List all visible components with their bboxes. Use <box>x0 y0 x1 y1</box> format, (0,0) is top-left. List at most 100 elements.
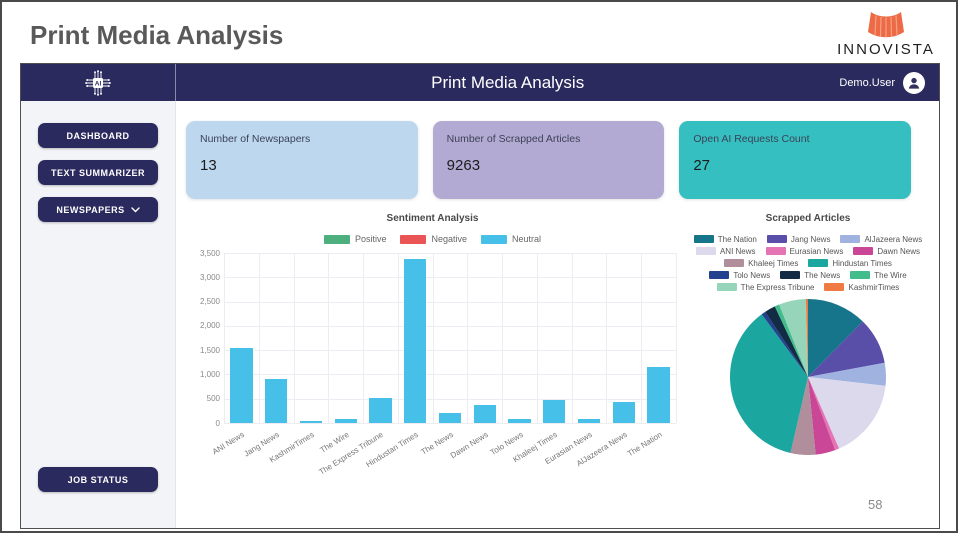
legend-item-jang-news[interactable]: Jang News <box>766 234 831 244</box>
user-menu[interactable]: Demo.User <box>839 64 939 101</box>
legend-item-the-express-tribune[interactable]: The Express Tribune <box>716 282 815 292</box>
grid-line <box>606 253 608 423</box>
legend-label: Eurasian News <box>789 246 844 256</box>
legend-swatch <box>780 271 801 279</box>
legend-item-the-news[interactable]: The News <box>780 271 840 280</box>
grid-line <box>676 253 677 423</box>
legend-item-khaleej-times[interactable]: Khaleej Times <box>724 259 798 268</box>
main-content: Number of Newspapers 13 Number of Scrapp… <box>176 101 939 528</box>
sidebar: DASHBOARD TEXT SUMMARIZER NEWSPAPERS JOB… <box>21 101 176 528</box>
legend-item-positive[interactable]: Positive <box>323 234 387 244</box>
username: Demo.User <box>839 76 895 89</box>
legend-item-ani-news[interactable]: ANI News <box>695 246 756 256</box>
stat-cards: Number of Newspapers 13 Number of Scrapp… <box>186 121 912 199</box>
legend-swatch <box>323 234 350 244</box>
legend-swatch <box>808 259 829 267</box>
avatar[interactable] <box>903 71 925 94</box>
bar-chart-plot: 0 500 1,000 1,500 2,000 2,500 3,000 3,500 ANI Ne… <box>184 249 681 483</box>
grid-line <box>224 325 676 327</box>
legend-swatch <box>481 234 508 244</box>
legend-swatch <box>850 271 871 279</box>
y-tick-label: 2,000 <box>199 321 220 331</box>
legend-label: Khaleej Times <box>748 258 799 268</box>
y-tick-label: 2,500 <box>199 297 220 307</box>
legend-label: Jang News <box>790 234 831 244</box>
stat-card-label: Number of Newspapers <box>200 133 311 145</box>
legend-swatch <box>840 235 861 243</box>
grid-line <box>571 253 573 423</box>
legend-label: KashmirTimes <box>848 282 900 292</box>
pie-chart-legend: The Nation Jang News AlJazeera News ANI New… <box>687 233 929 293</box>
page-title: Print Media Analysis <box>30 20 284 50</box>
y-tick-label: 500 <box>206 394 220 404</box>
stat-card-value: 27 <box>693 157 711 174</box>
stat-card-scrapped-articles: Number of Scrapped Articles 9263 <box>432 121 665 199</box>
legend-item-the-wire[interactable]: The Wire <box>850 270 907 280</box>
legend-label: ANI News <box>719 246 756 256</box>
sidebar-item-label: NEWSPAPERS <box>56 204 125 215</box>
legend-item-neutral[interactable]: Neutral <box>481 234 541 244</box>
y-tick-label: 1,500 <box>199 345 220 355</box>
legend-item-kashmirtimes[interactable]: KashmirTimes <box>824 283 899 292</box>
legend-item-dawn-news[interactable]: Dawn News <box>853 247 920 256</box>
sidebar-item-dashboard[interactable]: DASHBOARD <box>38 123 158 148</box>
legend-label: AlJazeera News <box>864 234 923 244</box>
bar-tolo-news <box>508 419 531 423</box>
legend-item-negative[interactable]: Negative <box>400 234 467 244</box>
pie-slice-khaleej-times <box>790 377 816 456</box>
sidebar-item-job-status[interactable]: JOB STATUS <box>38 467 158 492</box>
dashboard-frame: AI Print Media Analysis Demo.User DASHBO… <box>20 63 940 529</box>
legend-item-the-nation[interactable]: The Nation <box>693 235 757 244</box>
sentiment-bar-chart: Sentiment Analysis Positive Negative Neutr… <box>184 213 681 483</box>
page-number: 58 <box>868 497 883 512</box>
grid-line <box>224 301 676 303</box>
legend-label: The Express Tribune <box>740 282 815 292</box>
sidebar-item-text-summarizer[interactable]: TEXT SUMMARIZER <box>38 160 158 185</box>
brand-logo: INNOVISTA <box>826 10 946 58</box>
legend-label: Positive <box>354 234 387 244</box>
bar-the-wire <box>334 418 357 423</box>
legend-swatch <box>709 271 730 279</box>
legend-label: Neutral <box>512 234 542 244</box>
frame-body: DASHBOARD TEXT SUMMARIZER NEWSPAPERS JOB… <box>21 101 939 528</box>
legend-item-aljazeera-news[interactable]: AlJazeera News <box>840 235 922 244</box>
legend-item-hindustan-times[interactable]: Hindustan Times <box>808 259 892 268</box>
pie-slice-ani-news <box>808 377 886 449</box>
bar-aljazeera-news <box>612 401 635 423</box>
legend-label: Tolo News <box>733 270 771 280</box>
grid-line <box>224 253 225 423</box>
bar-eurasian-news <box>577 419 601 423</box>
sidebar-item-newspapers[interactable]: NEWSPAPERS <box>38 197 158 222</box>
grid-line <box>328 253 330 423</box>
legend-label: The Wire <box>874 270 907 280</box>
grid-line <box>397 253 399 423</box>
grid-line <box>224 423 676 424</box>
stat-card-label: Number of Scrapped Articles <box>446 133 581 145</box>
grid-line <box>432 253 434 423</box>
bar-jang-news <box>265 379 288 423</box>
pie-slice-jang-news <box>808 321 885 377</box>
pie-slice-tolo-news <box>761 311 808 377</box>
legend-item-eurasian-news[interactable]: Eurasian News <box>765 246 844 256</box>
grid-line <box>536 253 538 423</box>
ai-chip-icon: AI <box>85 69 111 96</box>
stat-card-label: Open AI Requests Count <box>693 133 810 145</box>
bar-dawn-news <box>473 404 496 423</box>
grid-line <box>502 253 504 423</box>
legend-swatch <box>724 259 745 267</box>
stat-card-newspapers: Number of Newspapers 13 <box>186 121 418 199</box>
y-tick-label: 3,000 <box>199 272 220 282</box>
legend-swatch <box>824 283 845 291</box>
y-tick-label: 1,000 <box>199 369 220 379</box>
bar-kashmirtimes <box>299 421 323 423</box>
pie-slice-the-nation <box>808 299 863 377</box>
user-icon <box>908 77 920 89</box>
bar-ani-news <box>230 347 253 423</box>
grid-line <box>641 253 643 423</box>
legend-item-tolo-news[interactable]: Tolo News <box>709 271 770 280</box>
legend-swatch <box>766 235 787 243</box>
app-header: AI Print Media Analysis Demo.User <box>21 64 939 101</box>
pie-chart-title: Scrapped Articles <box>765 213 851 224</box>
legend-swatch <box>693 235 714 243</box>
